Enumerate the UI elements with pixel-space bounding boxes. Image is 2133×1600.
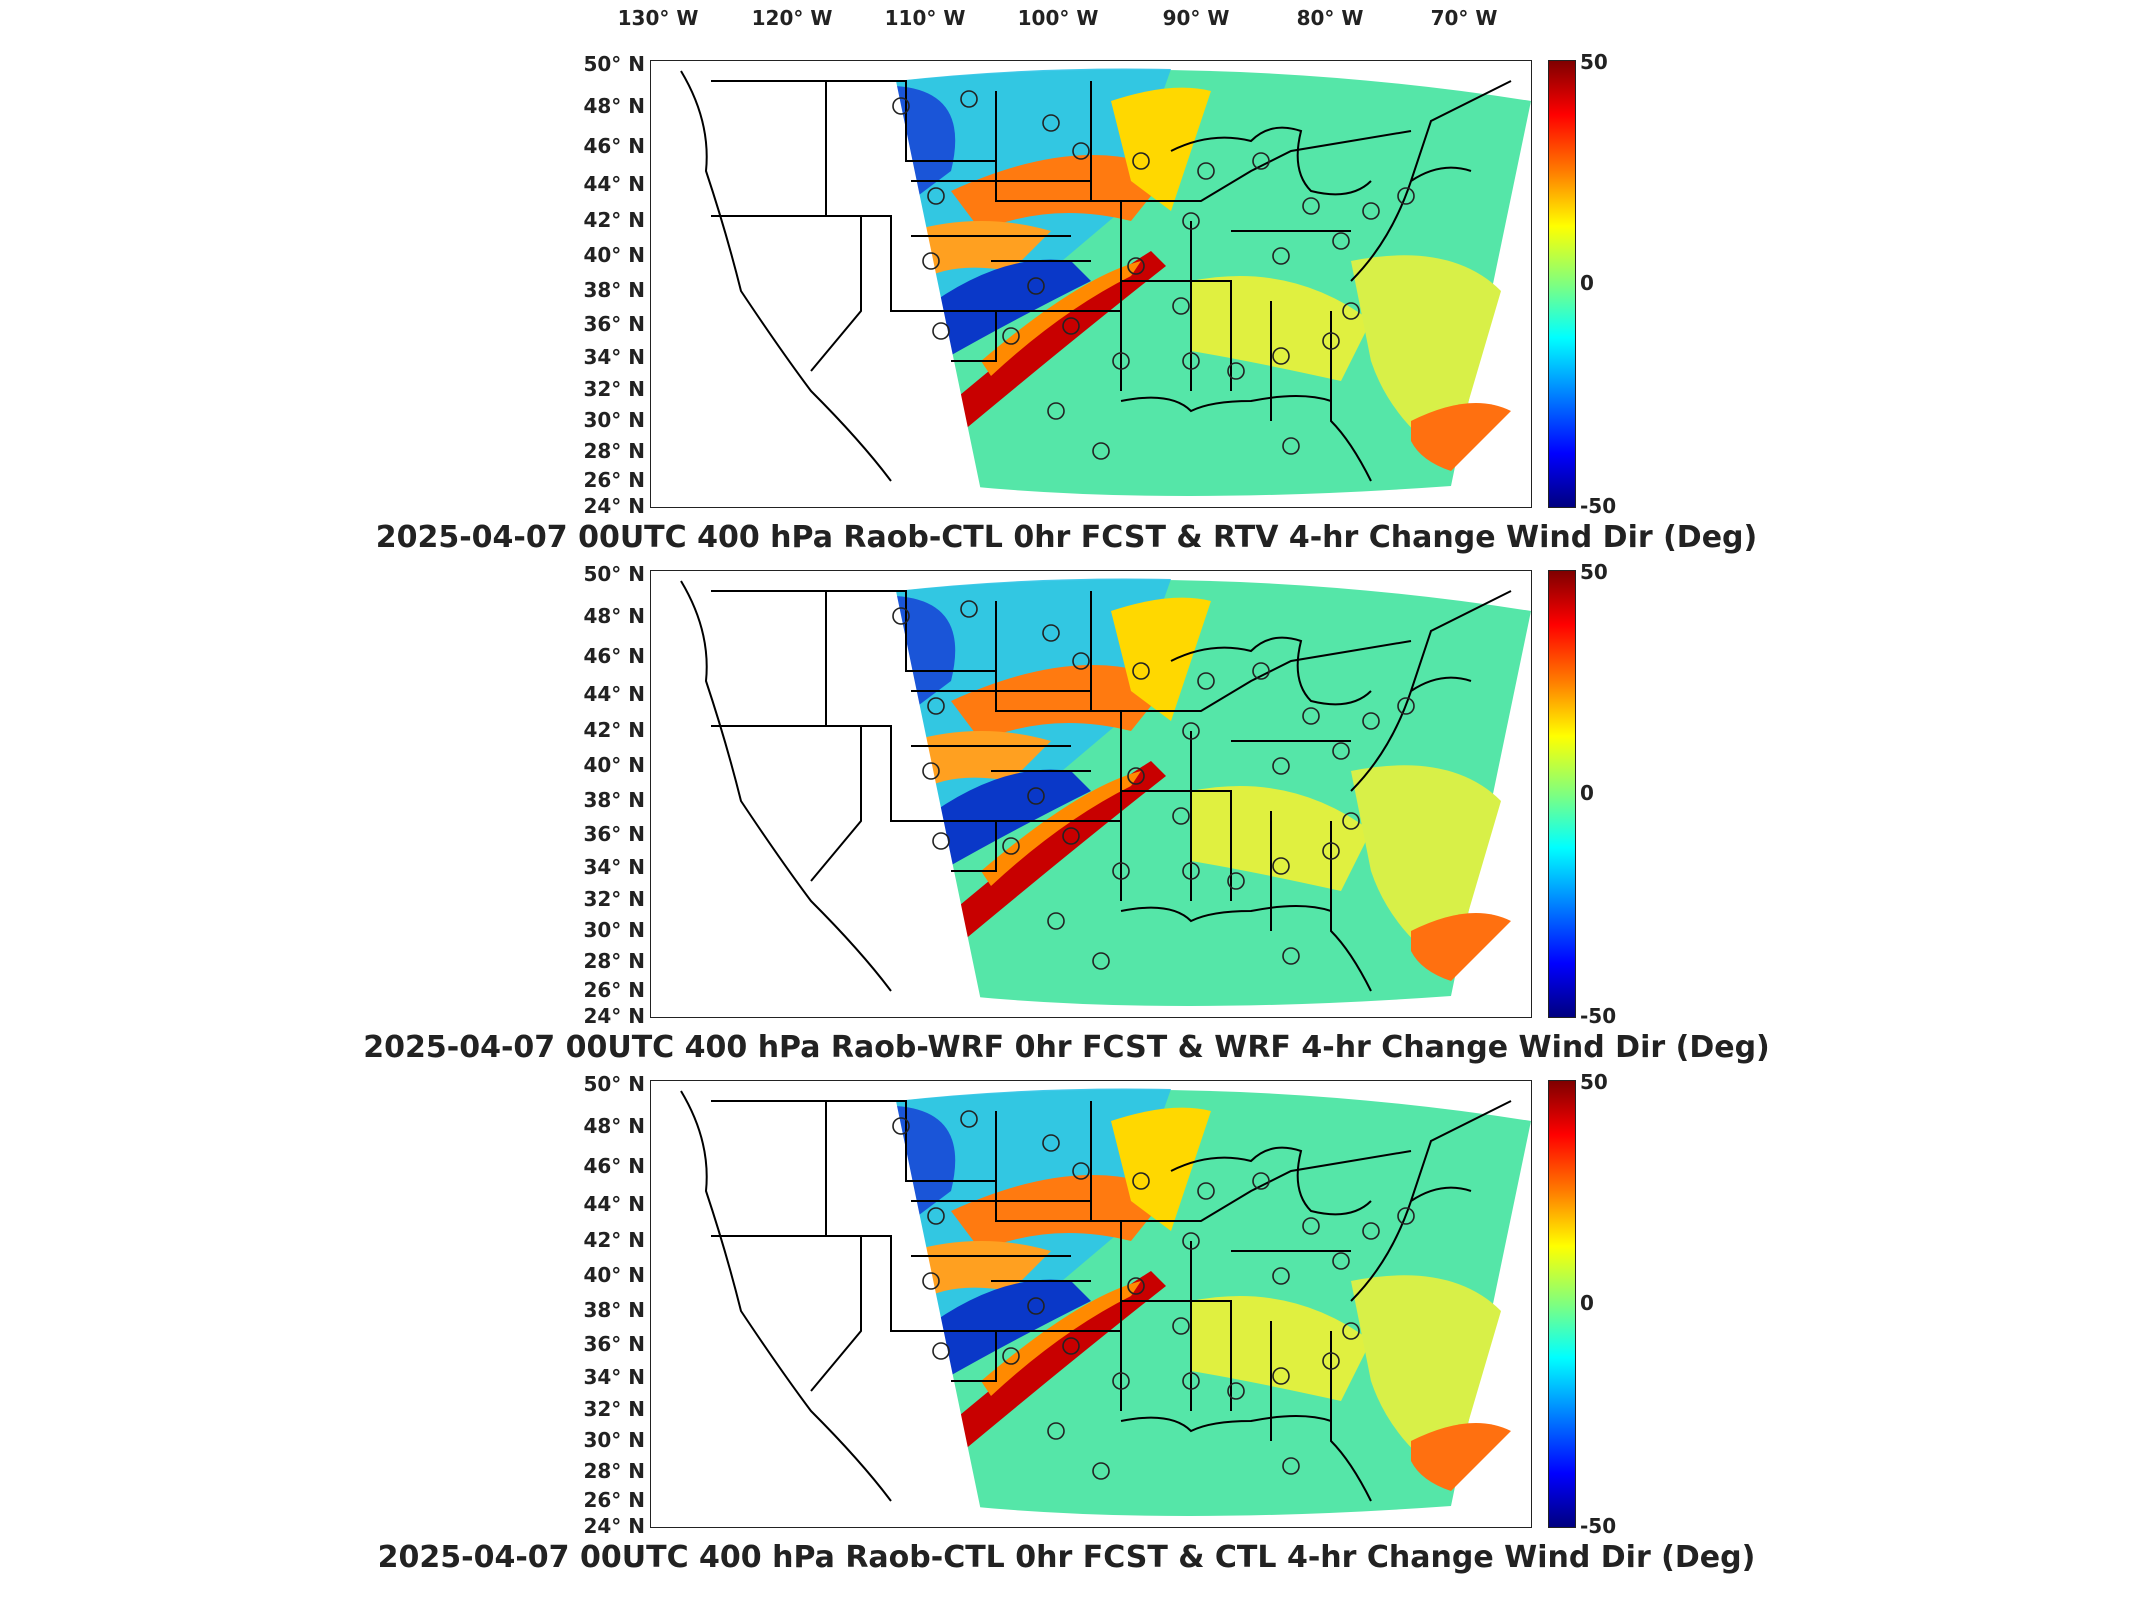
lat-label: 44° N xyxy=(583,1192,645,1216)
colorbar-max-label: 50 xyxy=(1580,560,1608,584)
lon-label: 110° W xyxy=(884,6,966,30)
lat-label: 26° N xyxy=(583,978,645,1002)
lat-label: 38° N xyxy=(583,278,645,302)
colorbar-max-label: 50 xyxy=(1580,1070,1608,1094)
lat-label: 26° N xyxy=(583,1488,645,1512)
lat-label: 40° N xyxy=(583,753,645,777)
lat-label: 34° N xyxy=(583,855,645,879)
lat-label: 28° N xyxy=(583,439,645,463)
lat-label: 46° N xyxy=(583,134,645,158)
wind-direction-map xyxy=(651,1081,1531,1527)
lat-label: 50° N xyxy=(583,562,645,586)
lat-label: 30° N xyxy=(583,918,645,942)
lat-label: 48° N xyxy=(583,94,645,118)
lat-label: 24° N xyxy=(583,1004,645,1028)
panel-title: 2025-04-07 00UTC 400 hPa Raob-CTL 0hr FC… xyxy=(377,1540,1756,1575)
lat-label: 34° N xyxy=(583,345,645,369)
lon-label: 100° W xyxy=(1017,6,1099,30)
colorbar xyxy=(1548,1080,1576,1528)
lat-label: 44° N xyxy=(583,682,645,706)
lat-label: 38° N xyxy=(583,788,645,812)
lon-label: 70° W xyxy=(1430,6,1498,30)
colorbar-min-label: -50 xyxy=(1580,1514,1617,1538)
lat-label: 40° N xyxy=(583,243,645,267)
lat-label: 50° N xyxy=(583,52,645,76)
colorbar-min-label: -50 xyxy=(1580,1004,1617,1028)
lat-label: 32° N xyxy=(583,377,645,401)
lat-label: 42° N xyxy=(583,718,645,742)
lon-label: 120° W xyxy=(751,6,833,30)
lat-label: 24° N xyxy=(583,1514,645,1538)
colorbar-max-label: 50 xyxy=(1580,50,1608,74)
map-frame xyxy=(650,1080,1532,1528)
colorbar-mid-label: 0 xyxy=(1580,271,1594,295)
lat-label: 28° N xyxy=(583,1459,645,1483)
lat-label: 50° N xyxy=(583,1072,645,1096)
longitude-axis: 130° W 120° W 110° W 100° W 90° W 80° W … xyxy=(0,6,2133,36)
colorbar-min-label: -50 xyxy=(1580,494,1617,518)
lat-label: 44° N xyxy=(583,172,645,196)
lon-label: 90° W xyxy=(1162,6,1230,30)
wind-direction-map xyxy=(651,571,1531,1017)
lat-label: 48° N xyxy=(583,1114,645,1138)
colorbar xyxy=(1548,570,1576,1018)
lon-label: 130° W xyxy=(617,6,699,30)
lat-label: 40° N xyxy=(583,1263,645,1287)
lat-label: 42° N xyxy=(583,1228,645,1252)
lat-label: 36° N xyxy=(583,312,645,336)
lat-label: 28° N xyxy=(583,949,645,973)
lon-label: 80° W xyxy=(1296,6,1364,30)
lat-label: 48° N xyxy=(583,604,645,628)
panel-title: 2025-04-07 00UTC 400 hPa Raob-WRF 0hr FC… xyxy=(363,1030,1770,1065)
lat-label: 46° N xyxy=(583,1154,645,1178)
colorbar-mid-label: 0 xyxy=(1580,781,1594,805)
lat-label: 32° N xyxy=(583,1397,645,1421)
wind-direction-map xyxy=(651,61,1531,507)
lat-label: 24° N xyxy=(583,494,645,518)
lat-label: 42° N xyxy=(583,208,645,232)
lat-label: 30° N xyxy=(583,408,645,432)
colorbar xyxy=(1548,60,1576,508)
lat-label: 30° N xyxy=(583,1428,645,1452)
lat-label: 46° N xyxy=(583,644,645,668)
lat-label: 32° N xyxy=(583,887,645,911)
lat-label: 38° N xyxy=(583,1298,645,1322)
colorbar-mid-label: 0 xyxy=(1580,1291,1594,1315)
lat-label: 36° N xyxy=(583,1332,645,1356)
lat-label: 34° N xyxy=(583,1365,645,1389)
panel-title: 2025-04-07 00UTC 400 hPa Raob-CTL 0hr FC… xyxy=(375,520,1758,555)
map-frame xyxy=(650,60,1532,508)
lat-label: 36° N xyxy=(583,822,645,846)
lat-label: 26° N xyxy=(583,468,645,492)
map-frame xyxy=(650,570,1532,1018)
